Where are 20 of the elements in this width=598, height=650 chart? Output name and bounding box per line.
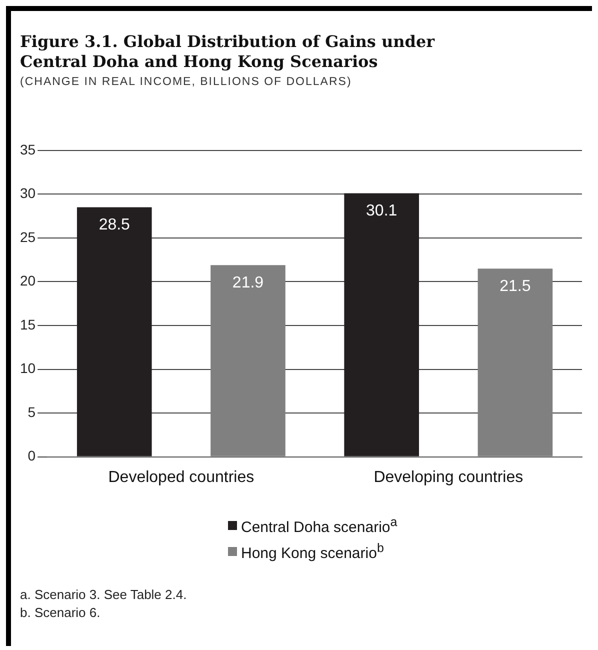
y-tick-label: 35 (20, 141, 36, 158)
y-tick-label: 25 (20, 228, 36, 245)
y-tick-label: 0 (28, 448, 36, 464)
x-tick-label: Developing countries (374, 468, 524, 486)
y-tick-label: 20 (20, 272, 36, 289)
data-label: 21.5 (500, 278, 531, 295)
chart-title: Figure 3.1. Global Distribution of Gains under Central Doha and Hong Kong Scenarios (20, 32, 436, 72)
legend-label: Central Doha scenario$^{a}$ (241, 514, 398, 536)
y-tick-label: 30 (20, 185, 36, 202)
legend-label: Hong Kong scenario$^{b}$ (241, 540, 384, 562)
x-tick-label: Developed countries (108, 468, 254, 486)
data-label: 21.9 (232, 274, 264, 292)
chart-subtitle: (CHANGE IN REAL INCOME, BILLIONS OF DOLLARS) (20, 76, 352, 88)
text: a. Scenario 3. See Table 2.4. (20, 586, 187, 604)
y-tick-label: 15 (20, 316, 36, 332)
y-tick-label: 5 (28, 404, 36, 420)
y-tick-label: 10 (20, 360, 36, 376)
data-label: 30.1 (366, 202, 398, 220)
text: b. Scenario 6. (20, 604, 102, 622)
data-label: 28.5 (98, 216, 130, 234)
